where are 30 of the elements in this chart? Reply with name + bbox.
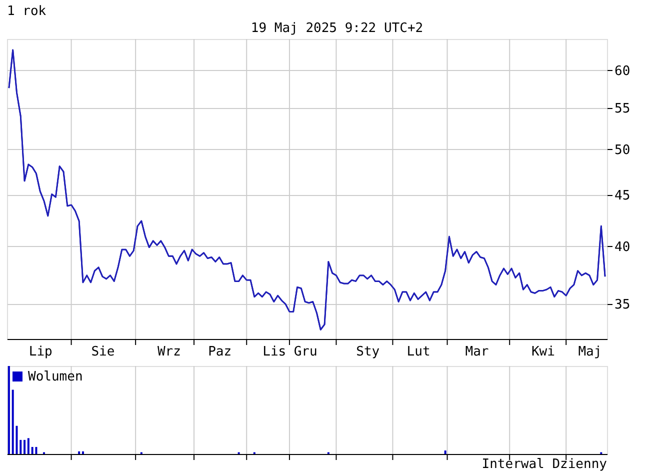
text: Interwal Dzienny [482, 457, 608, 472]
bar [31, 446, 34, 454]
chart-title: 1 rok [7, 4, 46, 19]
y-tick-label: 60 [614, 64, 630, 79]
bar [12, 390, 14, 454]
x-tick-label: Kwi [531, 344, 555, 360]
bar [444, 450, 446, 454]
x-tick-label: Lut [406, 344, 430, 360]
bar [20, 440, 22, 454]
x-tick-label: Paz [208, 344, 232, 360]
y-tick-label: 40 [614, 240, 630, 255]
y-tick-label: 45 [614, 188, 630, 204]
y-tick-label: 35 [614, 298, 630, 313]
x-tick-label: Gru [294, 344, 318, 360]
bar [78, 451, 80, 454]
x-tick-label: Maj [578, 344, 602, 360]
y-tick-label: 55 [614, 102, 630, 117]
y-tick-label: 50 [614, 142, 630, 158]
bar [27, 438, 30, 454]
text: 19 Maj 2025 9:22 UTC+2 [250, 21, 424, 36]
bar [82, 451, 84, 454]
x-tick-label: Lis [262, 344, 286, 360]
x-tick-label: Mar [465, 344, 489, 360]
legend-label: Wolumen [28, 370, 83, 384]
bar [24, 440, 26, 454]
x-tick-label: Lip [28, 344, 53, 360]
x-tick-label: Wrz [157, 344, 181, 360]
bar [35, 446, 38, 454]
x-tick-label: Sty [356, 344, 380, 360]
x-tick-label: Sie [91, 344, 115, 360]
